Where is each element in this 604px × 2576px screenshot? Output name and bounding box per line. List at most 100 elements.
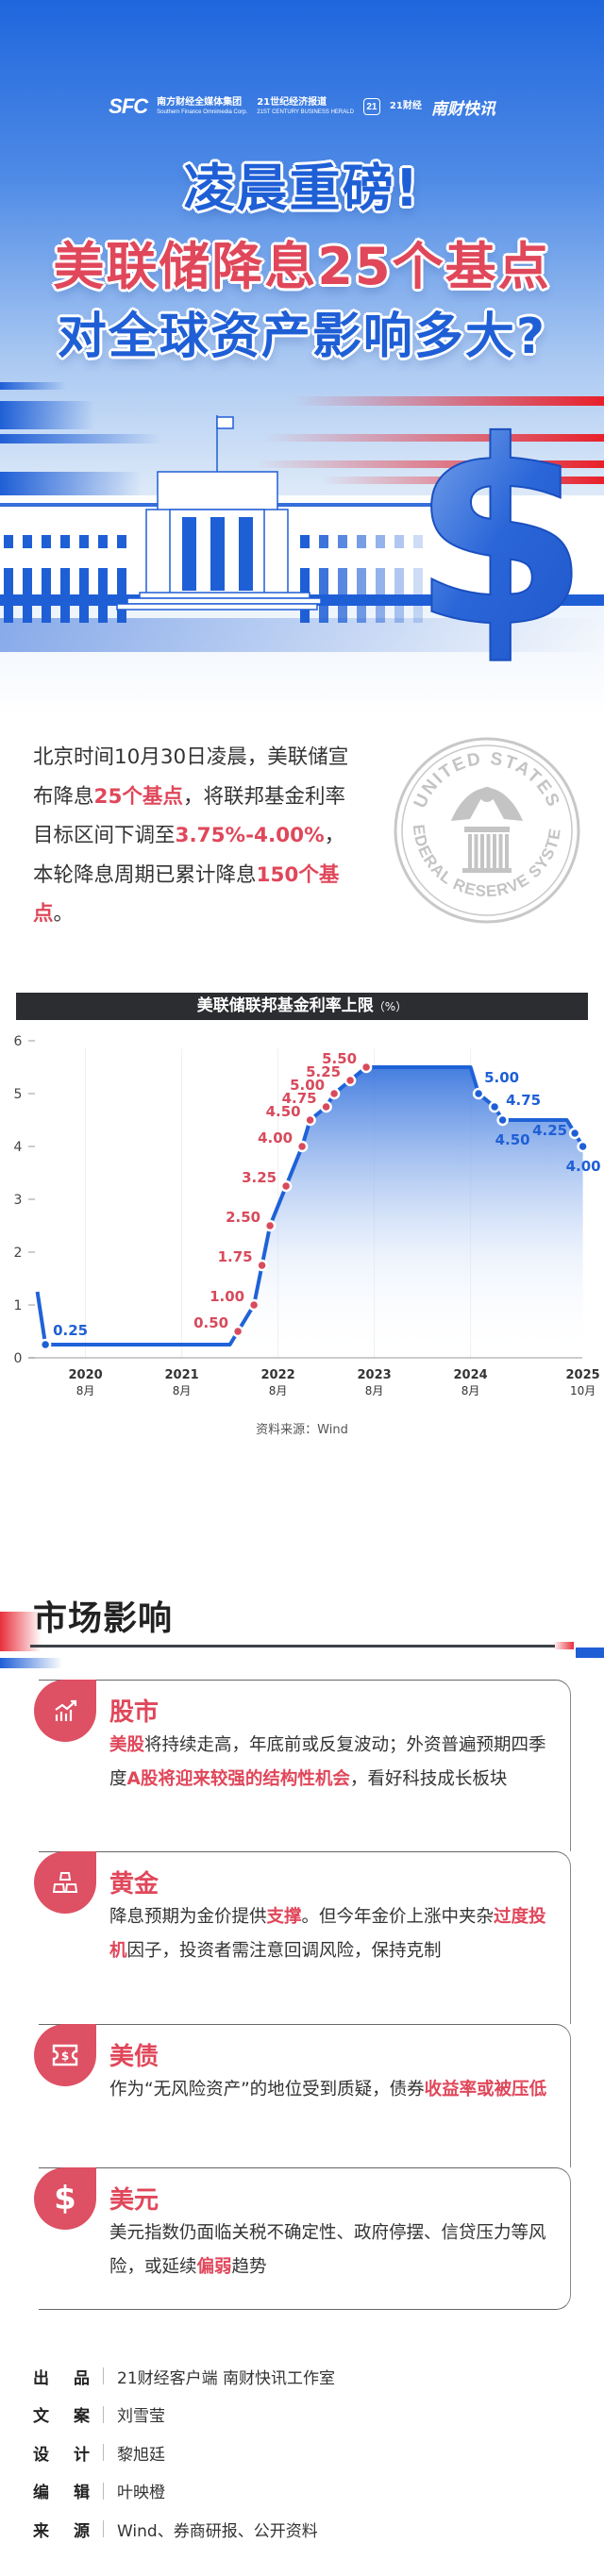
sfc-name: 南方财经全媒体集团 — [157, 97, 243, 108]
data-label: 0.25 — [53, 1322, 88, 1339]
data-point — [256, 1259, 268, 1272]
card-body: 美元指数仍面临关税不确定性、政府停摆、信贷压力等风险，或延续偏弱趋势 — [109, 2216, 559, 2283]
sfc-en: Southern Finance Omnimedia Corp. — [157, 109, 248, 115]
app-21-logo: 21 — [362, 98, 380, 115]
x-tick-year: 2020 — [69, 1368, 103, 1382]
y-tick-label: 6 — [14, 1034, 23, 1049]
data-point — [344, 1074, 357, 1087]
data-point — [295, 1140, 309, 1153]
body-text: 将持续走高，年底前或反复波动；外资普遍预期四季度 — [109, 1735, 546, 1789]
data-label: 4.25 — [532, 1122, 567, 1139]
bond-ticket-icon: $ — [34, 2024, 96, 2086]
credit-label: 设计 — [33, 2441, 90, 2465]
body-text: 。 — [53, 902, 75, 926]
chart-unit: （%） — [373, 1000, 408, 1013]
data-label: 4.00 — [566, 1158, 601, 1175]
data-point — [304, 1113, 316, 1127]
data-label: 4.50 — [266, 1103, 301, 1120]
data-label: 2.50 — [226, 1209, 260, 1226]
credit-value: 刘雪莹 — [117, 2407, 165, 2426]
x-tick-month: 8月 — [365, 1384, 384, 1397]
credit-label-char: 计 — [74, 2445, 90, 2465]
x-tick-month: 10月 — [570, 1384, 596, 1397]
data-label: 4.00 — [258, 1129, 293, 1146]
credit-label-char: 源 — [74, 2521, 90, 2541]
underline-blue-accent — [576, 1648, 604, 1658]
y-tick-label: 4 — [14, 1140, 23, 1155]
data-point — [327, 1087, 341, 1100]
credit-value: 黎旭廷 — [117, 2445, 165, 2465]
data-label: 5.50 — [322, 1050, 357, 1067]
credit-label-char: 出 — [33, 2368, 49, 2388]
card-title: 美元 — [109, 2186, 159, 2215]
credit-value: Wind、券商研报、公开资料 — [117, 2521, 318, 2541]
x-tick-year: 2025 — [566, 1368, 600, 1382]
highlight-text: 25个基点 — [93, 784, 183, 809]
fed-building-illustration: $ — [0, 382, 604, 679]
credit-label: 文案 — [33, 2402, 90, 2426]
kuaixun-logo: 南财快讯 — [430, 99, 495, 119]
body-text: 。但今年金价上涨中夹杂 — [301, 1907, 495, 1927]
card-body: 美股将持续走高，年底前或反复波动；外资普遍预期四季度A股将迎来较强的结构性机会，… — [109, 1729, 559, 1796]
data-point — [568, 1127, 581, 1140]
credit-row: 文案刘雪莹 — [33, 2400, 165, 2429]
data-label: 5.00 — [290, 1077, 325, 1094]
body-text: 趋势 — [231, 2256, 267, 2277]
chart-up-icon — [34, 1680, 96, 1742]
x-tick-year: 2024 — [454, 1368, 488, 1382]
data-label: 3.25 — [242, 1169, 277, 1186]
headline-line-2: 美联储降息25个基点 — [53, 237, 551, 296]
card-body: 降息预期为金价提供支撑。但今年金价上涨中夹杂过度投机因子，投资者需注意回调风险，… — [109, 1900, 559, 1967]
data-point — [279, 1179, 293, 1193]
data-label: 5.00 — [484, 1069, 519, 1086]
herald-en: 21ST CENTURY BUSINESS HERALD — [257, 109, 354, 115]
card-title: 美债 — [109, 2043, 159, 2071]
card-title: 黄金 — [109, 1870, 159, 1899]
x-tick-month: 8月 — [173, 1384, 192, 1397]
card-body: 作为“无风险资产”的地位受到质疑，债券收益率或被压低 — [109, 2073, 559, 2107]
credit-label: 来源 — [33, 2517, 90, 2541]
card-title: 股市 — [109, 1698, 159, 1727]
federal-reserve-seal: UNITED STATES FEDERAL RESERVE SYSTEM — [393, 736, 580, 924]
data-label: 4.75 — [282, 1090, 317, 1107]
x-tick-year: 2023 — [358, 1368, 392, 1382]
body-text: 因子，投资者需注意回调风险，保持克制 — [126, 1940, 442, 1961]
x-tick-year: 2022 — [261, 1368, 295, 1382]
x-tick-month: 8月 — [76, 1384, 95, 1397]
separator — [103, 2482, 104, 2500]
credit-row: 来源 Wind、券商研报、公开资料 — [33, 2515, 318, 2543]
intro-paragraph: 北京时间10月30日凌晨，美联储宣布降息25个基点，将联邦基金利率目标区间下调至… — [33, 738, 354, 934]
separator — [103, 2444, 104, 2461]
highlight-text: 偏弱 — [196, 2256, 232, 2277]
credit-label-char: 案 — [74, 2407, 90, 2426]
data-point — [320, 1100, 332, 1113]
x-tick-year: 2021 — [165, 1368, 199, 1382]
credit-row: 设计黎旭廷 — [33, 2438, 165, 2467]
data-label: 5.25 — [306, 1063, 341, 1080]
credit-value: 21财经客户端 南财快讯工作室 — [117, 2368, 336, 2388]
chart-source: 资料来源：Wind — [256, 1423, 348, 1437]
market-card — [39, 2167, 571, 2310]
credit-label-char: 设 — [33, 2445, 49, 2465]
separator — [103, 2520, 104, 2537]
credit-label-char: 辑 — [74, 2484, 90, 2502]
separator — [103, 2405, 104, 2423]
market-card — [39, 2024, 571, 2167]
data-label: 1.75 — [218, 1248, 253, 1265]
y-tick-label: 0 — [14, 1351, 23, 1366]
highlight-text: 收益率或被压低 — [424, 2080, 547, 2099]
highlight-text: 3.75%-4.00% — [175, 824, 325, 847]
body-text: 北京时间10月30日凌晨，美联储宣布降息 — [33, 745, 349, 809]
data-point — [247, 1298, 260, 1312]
highlight-text: 支撑 — [266, 1907, 302, 1927]
highlight-text: 过度投机 — [109, 1907, 546, 1961]
chart-title: 美联储联邦基金利率上限（%） — [16, 993, 588, 1020]
heading-blue-accent — [0, 1658, 62, 1668]
highlight-text: A股将迎来较强的结构性机会 — [126, 1768, 350, 1789]
credit-label-char: 文 — [33, 2407, 49, 2426]
app-name: 21财经 — [389, 101, 422, 111]
data-point — [360, 1061, 373, 1074]
gold-bars-icon — [34, 1851, 96, 1914]
credit-value: 叶映橙 — [117, 2484, 165, 2502]
chart-title-text: 美联储联邦基金利率上限 — [196, 996, 374, 1015]
